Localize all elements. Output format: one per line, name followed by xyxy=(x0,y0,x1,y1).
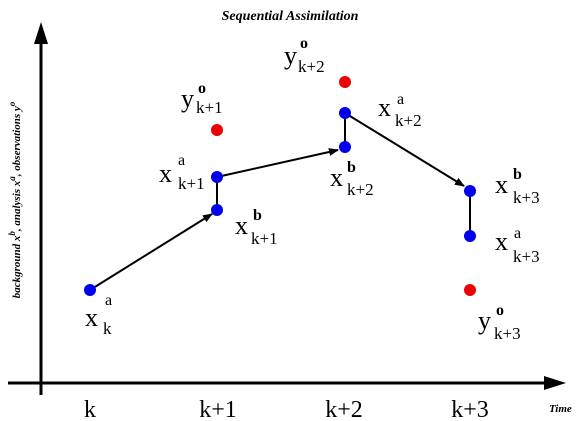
forecast-arrow-k2-to-k3 xyxy=(344,112,465,187)
analysis-point-k2 xyxy=(339,107,351,119)
tick-label-k3: k+3 xyxy=(451,397,489,421)
label-xb-k1: x b k+1 xyxy=(235,207,278,248)
observation-point-k2 xyxy=(339,76,351,88)
label-yo-k3: y o k+3 xyxy=(478,302,521,343)
label-xa-k1: x a k+1 xyxy=(159,152,205,193)
label-xa-k3: x a k+3 xyxy=(495,225,540,266)
y-axis-arrowhead xyxy=(34,22,48,44)
forecast-arrow-k-to-k1 xyxy=(89,213,213,291)
label-xb-k2: x b k+2 xyxy=(330,159,374,199)
tick-label-k1: k+1 xyxy=(199,397,237,421)
label-xa-k2: x a k+2 xyxy=(378,91,422,130)
label-xa-k: xa k xyxy=(85,292,112,338)
analysis-point-k1 xyxy=(211,171,223,183)
label-yo-k2: y o k+2 xyxy=(284,35,325,76)
tick-label-k: k xyxy=(84,397,96,421)
label-xb-k3: x b k+3 xyxy=(495,166,540,207)
x-axis-arrowhead xyxy=(544,376,566,390)
observation-point-k1 xyxy=(211,124,223,136)
label-yo-k1: y o k+1 xyxy=(181,80,223,117)
tick-label-k2: k+2 xyxy=(325,397,363,421)
forecast-arrow-k1-to-k2 xyxy=(216,148,339,178)
y-axis-label: background xb, analysis xa, observations… xyxy=(7,101,23,298)
analysis-point-k3 xyxy=(464,230,476,242)
background-point-k1 xyxy=(211,204,223,216)
observation-point-k3 xyxy=(464,284,476,296)
analysis-point-k xyxy=(84,284,96,296)
background-point-k3 xyxy=(464,185,476,197)
time-axis-label: Time xyxy=(549,403,572,415)
diagram-title: Sequential Assimilation xyxy=(222,9,359,24)
background-point-k2 xyxy=(339,141,351,153)
